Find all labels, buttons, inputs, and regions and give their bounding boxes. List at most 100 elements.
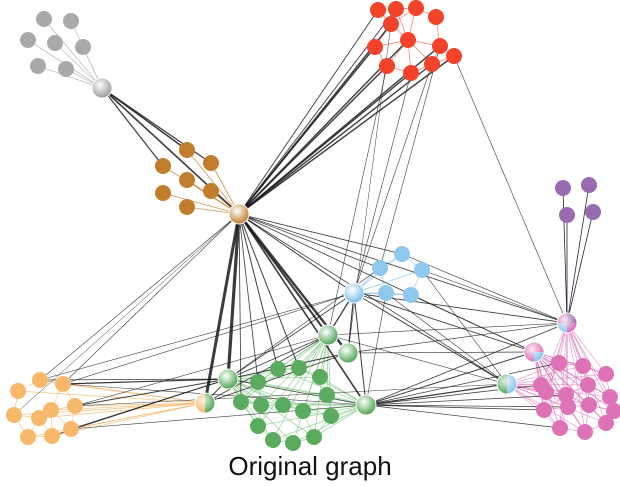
edge-inter — [238, 213, 568, 324]
red-node — [379, 58, 395, 74]
edge-intra — [292, 334, 329, 444]
green-node — [250, 418, 266, 434]
edge-inter — [238, 55, 455, 215]
orange-node — [20, 429, 36, 445]
hub-green-1 — [317, 324, 339, 346]
edge-inter — [566, 184, 590, 324]
brown-node — [179, 172, 195, 188]
green-node — [285, 435, 301, 451]
red-node — [367, 39, 383, 55]
blue-node — [372, 260, 388, 276]
purple-node — [555, 180, 571, 196]
purple-node — [559, 207, 575, 223]
blue-node — [394, 246, 410, 262]
green-node — [291, 360, 307, 376]
edge-intra — [257, 334, 329, 383]
edge-intra — [257, 334, 329, 427]
gray-node — [20, 32, 36, 48]
red-node — [432, 38, 448, 54]
edge-intra — [353, 269, 423, 294]
edge-inter — [101, 87, 164, 167]
hub-green-4 — [355, 394, 377, 416]
edge-intra — [38, 402, 206, 419]
purple-node — [581, 177, 597, 193]
edge-inter — [62, 292, 355, 385]
green-node — [270, 361, 286, 377]
edge-intra — [506, 383, 607, 424]
edge-intra — [227, 367, 300, 380]
brown-node — [203, 183, 219, 199]
edge-intra — [313, 334, 329, 438]
edge-inter — [238, 9, 379, 215]
green-node — [319, 387, 335, 403]
brown-node — [155, 158, 171, 174]
orange-node — [10, 383, 26, 399]
edge-inter — [39, 378, 229, 381]
red-node — [400, 32, 416, 48]
edge-intra — [37, 65, 103, 89]
edge-intra — [272, 334, 329, 441]
edge-intra — [566, 322, 589, 386]
edge-inter — [238, 213, 403, 255]
edge-intra — [227, 378, 274, 441]
edge-inter — [203, 213, 241, 404]
orange-node — [32, 372, 48, 388]
edge-intra — [257, 381, 367, 406]
green-node — [250, 374, 266, 390]
inter-cluster-edges — [13, 8, 594, 437]
red-node — [403, 65, 419, 81]
pink-node — [606, 403, 620, 419]
edge-inter — [353, 292, 367, 406]
edge-inter — [327, 322, 568, 336]
edge-intra — [272, 404, 367, 441]
edge-inter — [62, 378, 229, 385]
orange-node — [31, 410, 47, 426]
orange-node — [63, 421, 79, 437]
edge-intra — [292, 404, 367, 444]
green-node — [233, 394, 249, 410]
edge-inter — [51, 378, 229, 437]
hub-pink-multi — [523, 341, 545, 363]
edge-inter — [62, 383, 367, 406]
orange-node — [55, 376, 71, 392]
red-node — [383, 16, 399, 32]
hub-blue-green — [496, 373, 518, 395]
gray-node — [47, 35, 63, 51]
edge-intra — [227, 378, 315, 438]
edge-intra — [17, 390, 206, 404]
orange-node — [6, 407, 22, 423]
pink-node — [580, 377, 596, 393]
edge-inter — [227, 352, 349, 380]
pink-node — [598, 415, 614, 431]
edge-intra — [257, 404, 367, 427]
pink-node — [551, 355, 567, 371]
edge-inter — [410, 294, 535, 353]
pink-node — [577, 424, 593, 440]
edge-inter — [327, 334, 508, 385]
edge-inter — [347, 351, 535, 354]
edge-inter — [238, 65, 388, 215]
edge-intra — [566, 322, 611, 398]
orange-node — [44, 428, 60, 444]
edge-intra — [162, 192, 240, 215]
edge-intra — [186, 149, 240, 215]
pink-node — [560, 399, 576, 415]
red-node — [388, 1, 404, 17]
pink-node — [558, 387, 574, 403]
edge-inter — [238, 213, 259, 383]
green-node — [312, 369, 328, 385]
edge-inter — [365, 322, 568, 406]
edge-intra — [533, 351, 607, 375]
edge-intra — [70, 402, 206, 430]
red-node — [424, 56, 440, 72]
edge-inter — [74, 334, 329, 407]
edge-inter — [379, 45, 441, 269]
edge-inter — [62, 213, 240, 385]
edge-intra — [533, 351, 611, 398]
edge-inter — [401, 253, 568, 324]
brown-node — [179, 199, 195, 215]
red-node — [446, 48, 462, 64]
pink-node — [602, 389, 618, 405]
edge-inter — [39, 292, 355, 381]
